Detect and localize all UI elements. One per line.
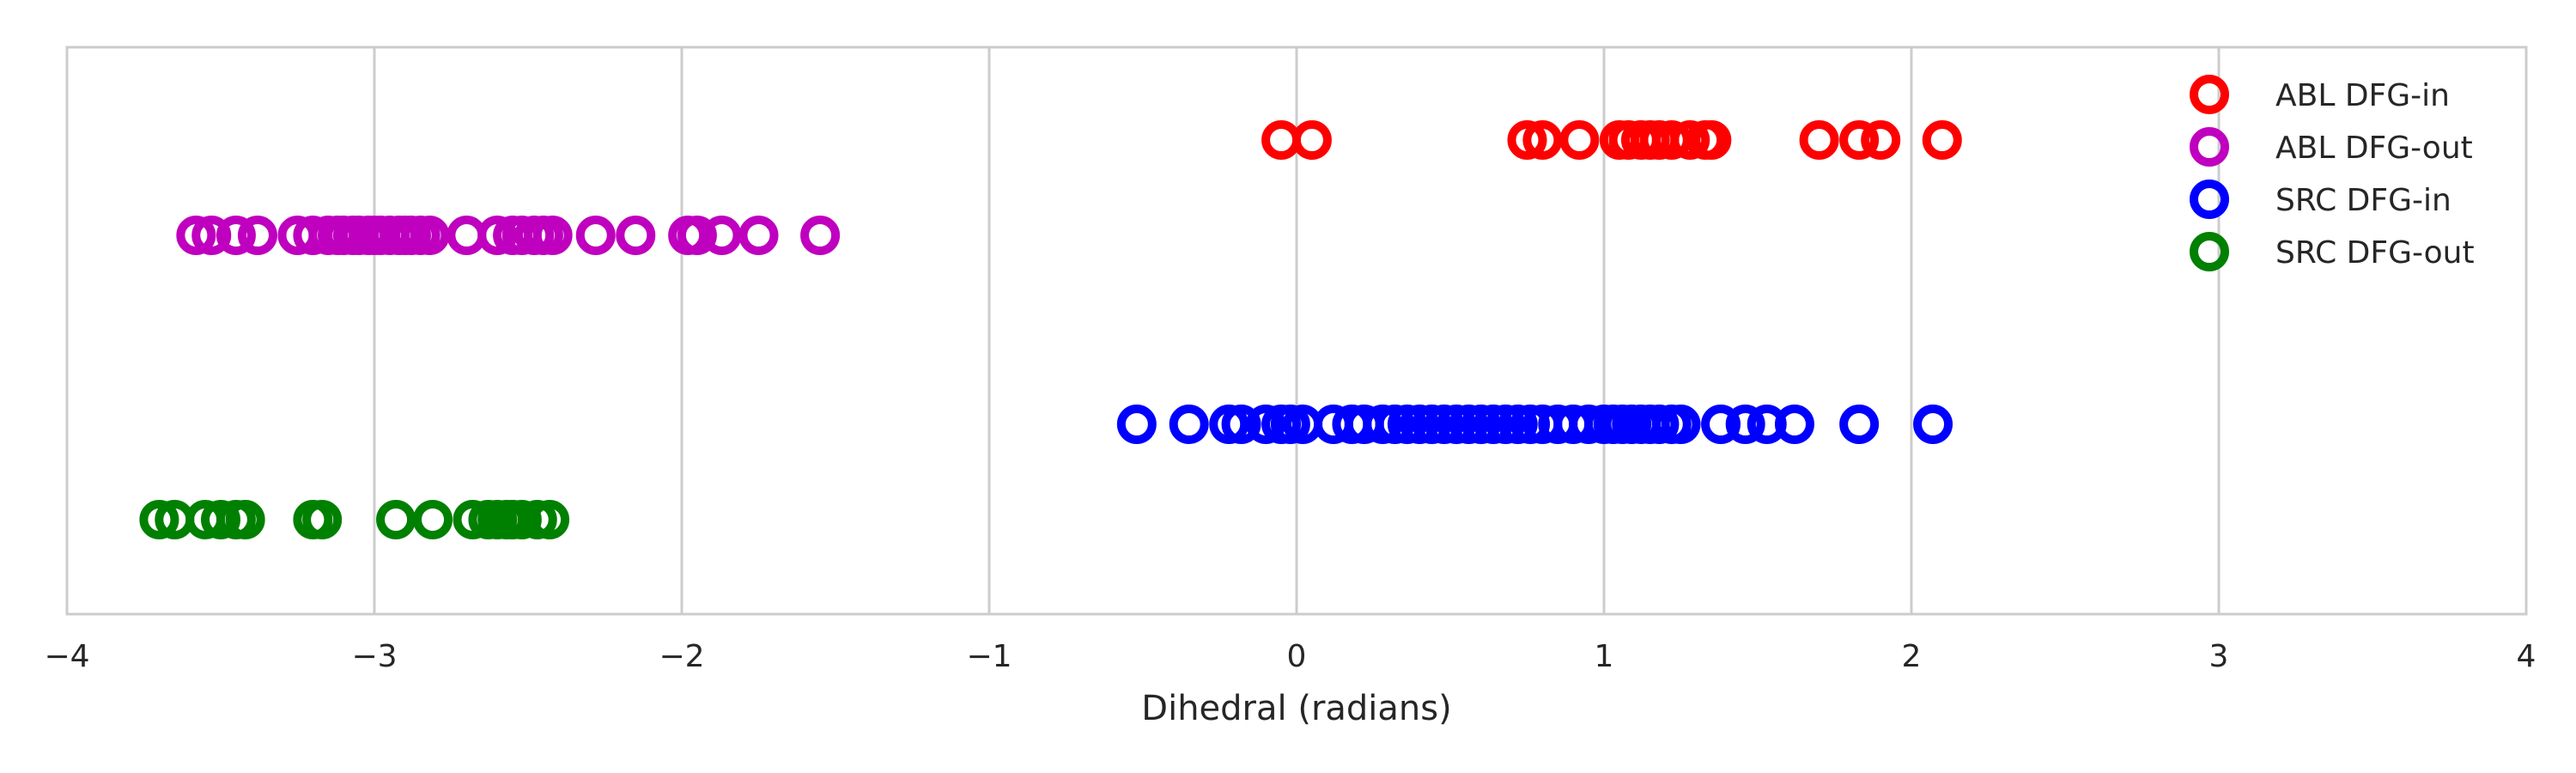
legend-marker <box>2190 180 2229 219</box>
data-point <box>1799 120 1839 160</box>
data-point <box>1209 405 1249 444</box>
data-point <box>1839 405 1880 444</box>
data-point <box>413 500 453 539</box>
series-points <box>1261 120 1962 160</box>
data-points <box>139 120 1962 539</box>
data-point <box>1449 405 1489 444</box>
data-point <box>1412 405 1452 444</box>
x-tick-label: 0 <box>1287 639 1307 674</box>
data-point <box>1437 405 1477 444</box>
data-point <box>191 216 232 255</box>
x-tick-label: −3 <box>351 639 397 674</box>
data-point <box>237 216 277 255</box>
legend-marker <box>2190 127 2229 167</box>
data-point <box>1270 405 1310 444</box>
data-point <box>176 216 216 255</box>
series-points <box>139 500 570 539</box>
data-point <box>1701 405 1741 444</box>
x-tick-labels: −4 −3 −2 −1 0 1 2 3 4 <box>44 639 2536 674</box>
data-point <box>1670 120 1710 160</box>
legend-marker <box>2190 75 2229 114</box>
x-tick-label: 4 <box>2517 639 2537 674</box>
plot-frame <box>65 46 2528 616</box>
series-points <box>176 216 841 255</box>
data-point <box>702 216 742 255</box>
data-point <box>1485 405 1526 444</box>
data-point <box>1246 405 1286 444</box>
data-point <box>216 216 256 255</box>
data-point <box>1375 405 1415 444</box>
legend-label: SRC DFG-in <box>2275 183 2451 218</box>
legend-marker <box>2190 232 2229 271</box>
data-point <box>201 500 240 539</box>
data-point <box>1473 405 1514 444</box>
data-point <box>139 500 179 539</box>
data-point <box>800 216 841 255</box>
data-point <box>477 216 518 255</box>
data-point <box>530 500 570 539</box>
data-point <box>1507 120 1547 160</box>
x-tick-label: 3 <box>2209 639 2229 674</box>
data-point <box>738 216 779 255</box>
data-point <box>1913 405 1953 444</box>
data-point <box>517 500 557 539</box>
data-point <box>225 500 265 539</box>
data-point <box>1861 120 1901 160</box>
data-point <box>1461 405 1501 444</box>
x-tick-label: −1 <box>966 639 1012 674</box>
data-point <box>376 500 416 539</box>
data-point <box>1116 405 1157 444</box>
series-points <box>1116 405 1953 444</box>
data-point <box>1692 120 1732 160</box>
data-point <box>1424 405 1464 444</box>
data-point <box>616 216 656 255</box>
data-point <box>1291 120 1332 160</box>
x-tick-label: 1 <box>1595 639 1614 674</box>
data-point <box>1522 120 1563 160</box>
data-point <box>1498 405 1538 444</box>
data-point <box>1839 120 1880 160</box>
data-point <box>410 216 450 255</box>
legend-label: SRC DFG-out <box>2275 235 2475 271</box>
x-axis-label: Dihedral (radians) <box>1141 689 1451 728</box>
data-point <box>1661 405 1701 444</box>
data-point <box>677 216 717 255</box>
data-point <box>1169 405 1209 444</box>
data-point <box>1639 405 1680 444</box>
legend: ABL DFG-in ABL DFG-out SRC DFG-in SRC DFG-o… <box>2190 75 2475 271</box>
data-point <box>1922 120 1962 160</box>
x-tick-label: −2 <box>659 639 704 674</box>
data-point <box>302 500 343 539</box>
x-tick-label: 2 <box>1902 639 1922 674</box>
data-point <box>1387 405 1427 444</box>
data-point <box>1559 120 1600 160</box>
legend-label: ABL DFG-out <box>2275 131 2473 166</box>
data-point <box>1221 405 1261 444</box>
data-point <box>1363 405 1403 444</box>
data-point <box>532 216 573 255</box>
data-point <box>1400 405 1440 444</box>
data-point <box>1774 405 1814 444</box>
x-tick-label: −4 <box>44 639 89 674</box>
data-point <box>1725 405 1765 444</box>
legend-label: ABL DFG-in <box>2275 78 2450 113</box>
data-point <box>575 216 616 255</box>
